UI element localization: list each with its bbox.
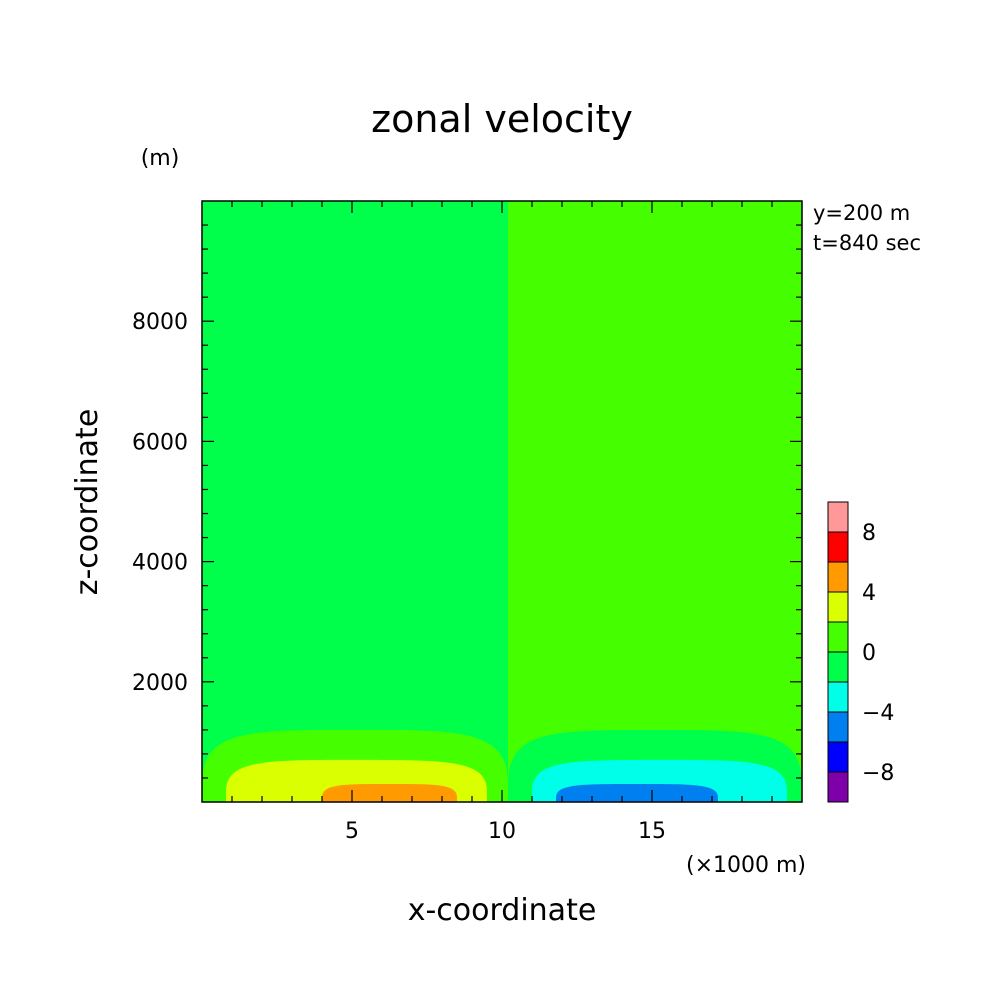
x-tick-label: 5 [345, 819, 359, 844]
x-tick-label: 15 [638, 819, 666, 844]
contour-region [322, 783, 457, 802]
colorbar-labels: −8 −4 0 4 8 [862, 521, 894, 786]
x-tick-label: 10 [488, 819, 516, 844]
colorbar-swatch [827, 651, 849, 683]
y-unit-label: (m) [141, 146, 180, 171]
colorbar-swatch [827, 741, 849, 773]
y-tick-labels: 2000 4000 6000 8000 [132, 310, 188, 696]
y-tick-label: 8000 [132, 310, 188, 335]
x-unit-label: (×1000 m) [686, 853, 806, 878]
colorbar-swatch [827, 681, 849, 713]
axis-ticks [202, 201, 802, 802]
colorbar-label: −4 [862, 701, 894, 726]
chart-title: zonal velocity [371, 97, 633, 141]
colorbar-swatch [827, 771, 849, 803]
colorbar [827, 501, 849, 803]
contour-region [556, 783, 718, 802]
colorbar-swatch [827, 561, 849, 593]
y-axis-label: z-coordinate [70, 409, 105, 596]
colorbar-swatch [827, 621, 849, 653]
colorbar-swatch [827, 591, 849, 623]
x-axis-label: x-coordinate [408, 893, 597, 928]
colorbar-swatch [827, 711, 849, 743]
annotation-t: t=840 sec [813, 231, 921, 255]
contour-region [508, 201, 802, 802]
colorbar-label: 4 [862, 581, 876, 606]
colorbar-label: 8 [862, 521, 876, 546]
contour-region [202, 201, 508, 802]
x-tick-labels: 5 10 15 [345, 819, 666, 844]
y-tick-label: 6000 [132, 430, 188, 455]
y-tick-label: 2000 [132, 671, 188, 696]
plot-area [202, 201, 802, 802]
colorbar-swatch [827, 531, 849, 563]
y-tick-label: 4000 [132, 551, 188, 576]
colorbar-label: 0 [862, 641, 876, 666]
annotation-y: y=200 m [813, 201, 910, 225]
colorbar-label: −8 [862, 761, 894, 786]
colorbar-swatch [827, 501, 849, 533]
